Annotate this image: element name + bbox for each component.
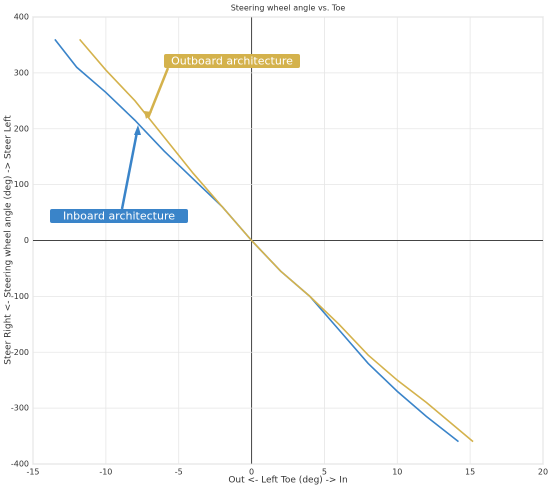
- x-axis-title: Out <- Left Toe (deg) -> In: [228, 476, 347, 486]
- y-tick-label: 100: [14, 180, 29, 189]
- annotation-label: Inboard architecture: [63, 210, 175, 223]
- x-tick-label: -5: [175, 468, 183, 477]
- annotation-label: Outboard architecture: [171, 55, 293, 68]
- annotation-arrow: [120, 131, 139, 210]
- x-tick-label: 5: [322, 468, 327, 477]
- chart-title: Steering wheel angle vs. Toe: [231, 4, 346, 13]
- y-tick-label: -300: [11, 404, 29, 413]
- x-tick-label: 0: [249, 468, 254, 477]
- y-axis-title: Steer Right <- Steering wheel angle (deg…: [4, 115, 14, 365]
- y-tick-label: -400: [11, 460, 29, 469]
- annotation-box: [50, 209, 188, 223]
- y-tick-label: 300: [14, 68, 29, 77]
- y-tick-label: 200: [14, 124, 29, 133]
- plot-area: -15 -10 -5 0 5 10 15 20 -400 -300 -200 -100 0 100 200 3…: [11, 13, 548, 477]
- y-tick-label: 0: [24, 236, 29, 245]
- y-tick-label: -100: [11, 292, 29, 301]
- x-tick-label: 20: [538, 468, 548, 477]
- x-tick-label: -10: [99, 468, 112, 477]
- annotation-box: [164, 54, 300, 68]
- x-tick-label: 15: [465, 468, 475, 477]
- annotation-arrowhead: [144, 111, 152, 119]
- annotation-arrow: [146, 67, 170, 119]
- line: [79, 38, 474, 443]
- x-tick-label: -15: [26, 468, 39, 477]
- x-tick-label: 10: [392, 468, 402, 477]
- y-tick-label: -200: [11, 348, 29, 357]
- y-tick-label: 400: [14, 13, 29, 22]
- annotation-arrowhead: [134, 125, 141, 135]
